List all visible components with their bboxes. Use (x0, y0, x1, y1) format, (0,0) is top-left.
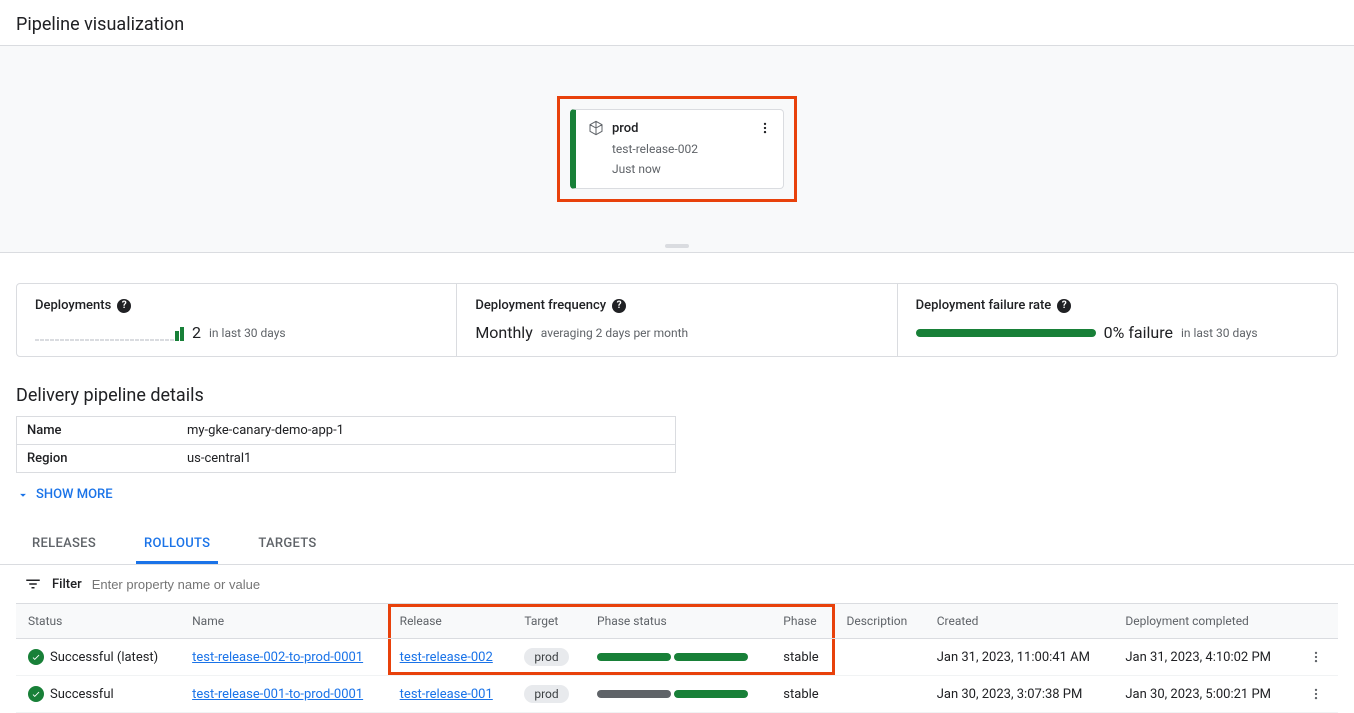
stat-frequency: Deployment frequency ? Monthly averaging… (457, 284, 897, 356)
rollout-name-link[interactable]: test-release-001-to-prod-0001 (192, 687, 363, 702)
check-icon (28, 649, 44, 665)
help-icon[interactable]: ? (612, 299, 626, 313)
phase-text: stable (771, 639, 834, 676)
created-text: Jan 31, 2023, 11:00:41 AM (925, 639, 1114, 676)
filter-label: Filter (52, 577, 82, 592)
viz-title: Pipeline visualization (0, 0, 1354, 45)
col-status[interactable]: Status (16, 604, 180, 639)
failure-suffix: in last 30 days (1181, 326, 1258, 340)
release-link[interactable]: test-release-001 (400, 687, 493, 702)
check-icon (28, 686, 44, 702)
col-created[interactable]: Created (925, 604, 1114, 639)
target-name: prod (612, 121, 638, 136)
details-region-label: Region (17, 445, 177, 472)
phase-status-bars (597, 653, 759, 661)
failure-bar (916, 329, 1096, 337)
stat-deployments-title: Deployments (35, 298, 111, 313)
frequency-suffix: averaging 2 days per month (541, 326, 688, 340)
details-name-label: Name (17, 417, 177, 444)
filter-bar: Filter (0, 565, 1354, 603)
resize-handle[interactable] (665, 244, 689, 248)
stat-frequency-title: Deployment frequency (475, 298, 606, 313)
row-menu-icon[interactable] (1306, 647, 1326, 667)
details-table: Name my-gke-canary-demo-app-1 Region us-… (16, 416, 676, 473)
details-name-value: my-gke-canary-demo-app-1 (177, 417, 675, 444)
tab-targets[interactable]: TARGETS (250, 524, 324, 564)
deployments-value: 2 (192, 323, 201, 342)
chevron-down-icon (16, 488, 30, 502)
table-row: Successful test-release-001-to-prod-0001 t… (16, 676, 1338, 713)
deployments-suffix: in last 30 days (209, 326, 286, 340)
release-link[interactable]: test-release-002 (400, 650, 493, 665)
rollouts-table: StatusNameReleaseTargetPhase statusPhase… (16, 603, 1338, 713)
help-icon[interactable]: ? (117, 299, 131, 313)
filter-icon (24, 575, 42, 593)
stat-failure: Deployment failure rate ? 0% failure in … (898, 284, 1337, 356)
description-text (835, 676, 925, 713)
tab-rollouts[interactable]: ROLLOUTS (136, 524, 218, 564)
target-menu-icon[interactable] (755, 118, 775, 138)
phase-text: stable (771, 676, 834, 713)
completed-text: Jan 30, 2023, 5:00:21 PM (1113, 676, 1294, 713)
description-text (835, 639, 925, 676)
completed-text: Jan 31, 2023, 4:10:02 PM (1113, 639, 1294, 676)
status-text: Successful (50, 687, 114, 702)
col-phase[interactable]: Phase (771, 604, 834, 639)
status-text: Successful (latest) (50, 650, 158, 665)
target-chip[interactable]: prod (524, 685, 568, 703)
col-phase_status[interactable]: Phase status (585, 604, 771, 639)
show-more-label: SHOW MORE (36, 487, 113, 502)
deployments-sparkline (35, 325, 184, 341)
tabs: RELEASES ROLLOUTS TARGETS (0, 524, 1354, 565)
failure-value: 0% failure (1104, 323, 1173, 342)
tab-releases[interactable]: RELEASES (24, 524, 104, 564)
rollout-name-link[interactable]: test-release-002-to-prod-0001 (192, 650, 363, 665)
details-region-value: us-central1 (177, 445, 675, 472)
col-release[interactable]: Release (388, 604, 513, 639)
created-text: Jan 30, 2023, 3:07:38 PM (925, 676, 1114, 713)
help-icon[interactable]: ? (1057, 299, 1071, 313)
table-row: Successful (latest) test-release-002-to-p… (16, 639, 1338, 676)
col-completed[interactable]: Deployment completed (1113, 604, 1294, 639)
gke-icon (588, 120, 604, 136)
col-name[interactable]: Name (180, 604, 388, 639)
filter-input[interactable] (92, 577, 332, 592)
target-card-prod[interactable]: prod test-release-002 Just now (570, 109, 784, 189)
target-release: test-release-002 (612, 142, 771, 156)
frequency-value: Monthly (475, 323, 532, 342)
stat-failure-title: Deployment failure rate (916, 298, 1052, 313)
row-menu-icon[interactable] (1306, 684, 1326, 704)
show-more-button[interactable]: SHOW MORE (0, 473, 1354, 516)
col-target[interactable]: Target (512, 604, 585, 639)
stat-deployments: Deployments ? 2 in last 30 days (17, 284, 457, 356)
col-description[interactable]: Description (835, 604, 925, 639)
target-highlight: prod test-release-002 Just now (557, 96, 797, 202)
details-title: Delivery pipeline details (0, 357, 1354, 416)
stats-row: Deployments ? 2 in last 30 days Deployme… (16, 283, 1338, 357)
target-time: Just now (612, 162, 771, 176)
viz-canvas: prod test-release-002 Just now (0, 45, 1354, 253)
phase-status-bars (597, 690, 759, 698)
target-chip[interactable]: prod (524, 648, 568, 666)
